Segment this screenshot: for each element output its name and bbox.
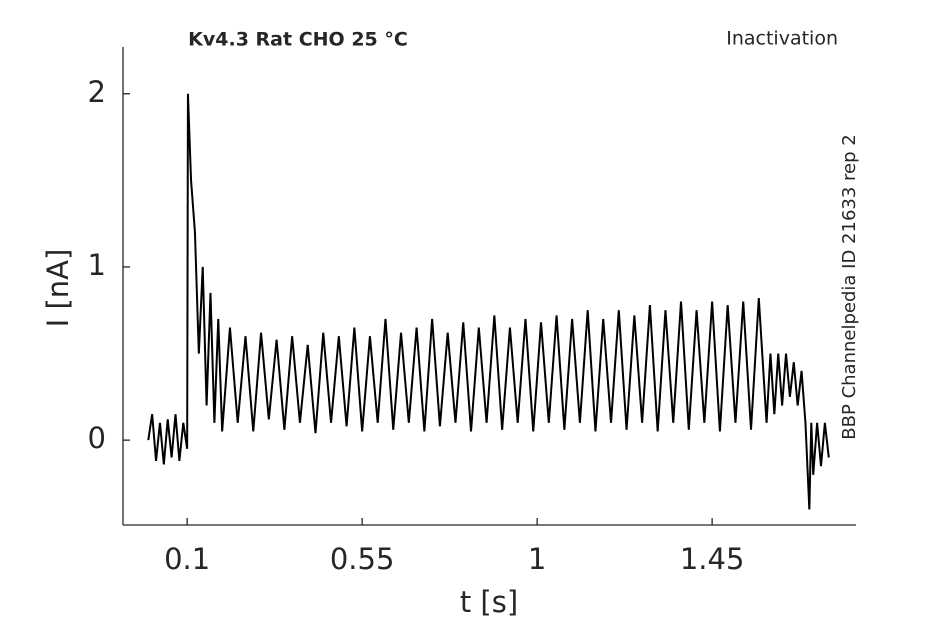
data-line [147, 93, 830, 510]
chart-title: Kv4.3 Rat CHO 25 °C [188, 29, 408, 51]
x-tick-label: 1 [528, 542, 546, 576]
chart-subtitle: Inactivation [726, 28, 838, 50]
y-axis-label: I [nA] [41, 249, 75, 328]
x-tick-label: 1.45 [680, 542, 745, 576]
y-tick-label: 1 [88, 248, 106, 282]
y-tick-label: 0 [88, 421, 106, 455]
x-axis-label: t [s] [460, 585, 518, 619]
annotation: BBP Channelpedia ID 21633 rep 2 [839, 134, 860, 439]
y-tick-label: 2 [88, 75, 106, 109]
x-tick-label: 0.1 [164, 542, 210, 576]
x-tick-label: 0.55 [330, 542, 395, 576]
